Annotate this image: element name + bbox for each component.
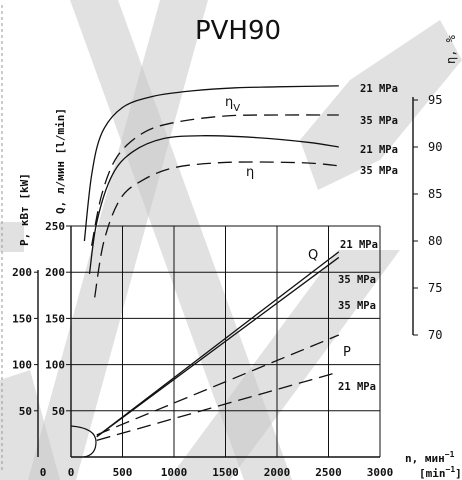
pressure-label-0: 21 MPa [360,83,398,95]
power-tick-label-50: 50 [19,405,32,418]
pressure-labels: 21 MPa 35 MPa 21 MPa 35 MPa 21 MPa 35 MPa 35 M… [338,83,398,393]
chart-title: PVH90 [195,16,281,46]
series-eta_v-21-MPa [83,85,339,242]
x-axis-title-line2: [min−1] [419,465,462,480]
axes: 0 500 1000 1500 2000 2500 3000 0 50 100 150 200 250 5… [12,93,442,479]
pressure-label-1: 35 MPa [360,115,398,127]
x-tick-label-3000: 3000 [367,466,394,479]
efficiency-tick-label-85: 85 [428,187,442,201]
series-flow-21-MPa [96,251,340,438]
efficiency-tick-label-90: 90 [428,140,442,154]
power-axis-title: P, кВт [kW] [18,173,31,246]
series-eta_v-35-MPa [90,114,339,246]
flow-tick-label-50: 50 [52,405,65,418]
pressure-label-7: 21 MPa [338,381,376,393]
x-tick-label-1500: 1500 [212,466,239,479]
watermark-stripe-0 [70,0,292,480]
efficiency-tick-label-80: 80 [428,234,442,248]
watermark-stripe-5 [0,370,60,480]
flow-tick-label-150: 150 [45,312,65,325]
efficiency-axis-title: η, % [444,34,458,64]
efficiency-tick-label-75: 75 [428,281,442,295]
power-tick-label-200: 200 [12,266,32,279]
x-tick-label-2000: 2000 [264,466,291,479]
series-flow-35-MPa [96,256,340,438]
flow-curve-label: Q [308,248,318,263]
flow-axis-title: Q, л/мин [l/min] [54,108,67,214]
series-eta-21-MPa [88,135,339,274]
efficiency-tick-label-70: 70 [428,328,442,342]
flow-tick-label-250: 250 [45,220,65,233]
series-eta-35-MPa [94,161,339,298]
pressure-label-5: 35 MPa [338,274,376,286]
pressure-label-4: 21 MPa [340,239,378,251]
x-tick-label-1000: 1000 [161,466,188,479]
flow-tick-label-100: 100 [45,359,65,372]
origin-arc [70,425,97,458]
x-axis-title-line1: n, мин−1 [405,450,455,465]
watermark-stripe-1 [28,0,208,480]
x-tick-label-0: 0 [68,466,75,479]
series-power-35-MPa [96,334,340,436]
watermark-stripe-2 [0,222,24,252]
eta-v-subscript: V [233,103,240,114]
power-tick-label-0: 0 [40,466,47,479]
watermark-stripe-4 [300,20,462,190]
x-tick-label-500: 500 [113,466,133,479]
series-layer [83,85,340,441]
power-tick-label-100: 100 [12,359,32,372]
power-tick-label-150: 150 [12,312,32,325]
eta-v-label: ηV [225,95,240,114]
pressure-label-2: 21 MPa [360,144,398,156]
flow-tick-label-200: 200 [45,266,65,279]
pressure-label-3: 35 MPa [360,165,398,177]
efficiency-tick-label-95: 95 [428,93,442,107]
pressure-label-6: 35 MPa [338,300,376,312]
power-curve-label: P [343,345,351,360]
x-tick-label-2500: 2500 [315,466,342,479]
eta-label: η [246,165,254,180]
